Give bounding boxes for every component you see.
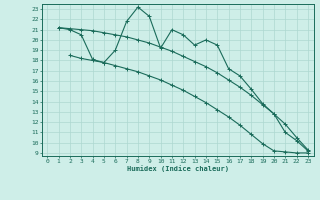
X-axis label: Humidex (Indice chaleur): Humidex (Indice chaleur) — [127, 165, 228, 172]
